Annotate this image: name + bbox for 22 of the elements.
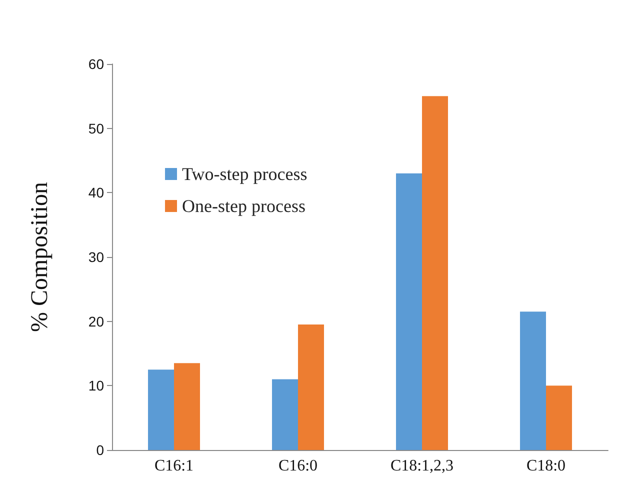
bar	[422, 96, 448, 450]
y-tick-label: 20	[88, 313, 104, 330]
y-tick-label: 50	[88, 120, 104, 136]
bar	[396, 173, 422, 450]
x-tick-label: C18:0	[526, 458, 566, 474]
x-tick-label: C16:1	[154, 458, 194, 474]
y-axis-title: % Composition	[27, 182, 53, 332]
bar	[520, 312, 546, 450]
bar	[272, 379, 298, 450]
y-tick-label: 60	[88, 56, 104, 72]
y-tick-label: 40	[88, 184, 104, 201]
bar	[298, 324, 324, 450]
y-tick-label: 30	[88, 249, 104, 265]
bar	[546, 386, 572, 450]
x-tick-label: C16:0	[278, 458, 318, 474]
legend-label: Two-step process	[182, 164, 308, 184]
legend-label: One-step process	[182, 196, 306, 216]
y-tick-label: 10	[88, 378, 104, 394]
bar	[148, 370, 174, 450]
bar	[174, 363, 200, 450]
y-tick-label: 0	[96, 442, 104, 458]
x-tick-label: C18:1,2,3	[390, 458, 454, 474]
